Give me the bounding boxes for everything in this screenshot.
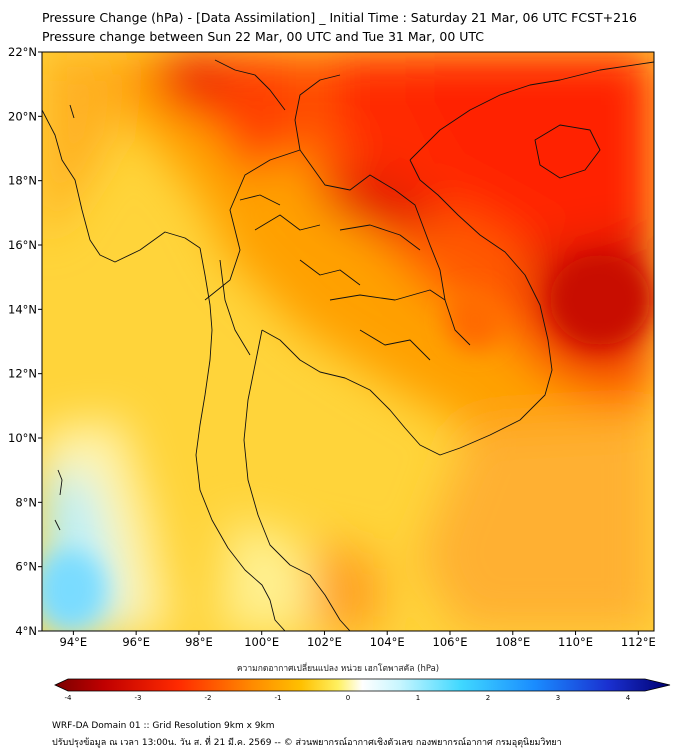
lon-tick-label: 110°E bbox=[558, 635, 593, 649]
longitude-axis: 94°E 96°E 98°E 100°E 102°E 104°E 106°E 108°E 110… bbox=[60, 631, 656, 649]
colorbar-tick-label: -2 bbox=[205, 694, 212, 702]
lon-tick-label: 94°E bbox=[60, 635, 88, 649]
lat-tick-label: 10°N bbox=[8, 431, 37, 445]
map-frame bbox=[41, 51, 655, 632]
colorbar-ramp bbox=[54, 678, 671, 692]
map-title: Pressure Change (hPa) - [Data Assimilati… bbox=[42, 10, 637, 25]
coastlines-borders bbox=[42, 59, 654, 631]
colorbar-tick-label: 0 bbox=[346, 694, 350, 702]
lat-tick-label: 16°N bbox=[8, 238, 37, 252]
colorbar-tick-label: 3 bbox=[556, 694, 560, 702]
lat-tick-label: 22°N bbox=[8, 45, 37, 59]
colorbar-tick-label: -1 bbox=[275, 694, 282, 702]
colorbar-tick-label: 1 bbox=[416, 694, 420, 702]
colorbar-ticks: -4 -3 -2 -1 0 1 2 3 4 bbox=[65, 694, 631, 702]
update-credit: ปรับปรุงข้อมูล ณ เวลา 13:00น. วัน ส. ที่… bbox=[52, 738, 562, 748]
colorbar-tick-label: 4 bbox=[626, 694, 631, 702]
latitude-axis: 22°N 20°N 18°N 16°N 14°N 12°N 10°N 8°N 6°N 4°N bbox=[8, 45, 42, 638]
lon-tick-label: 100°E bbox=[244, 635, 279, 649]
lat-tick-label: 12°N bbox=[8, 367, 37, 381]
lon-tick-label: 96°E bbox=[122, 635, 150, 649]
lat-tick-label: 4°N bbox=[15, 624, 37, 638]
lon-tick-label: 98°E bbox=[185, 635, 213, 649]
map-subtitle: Pressure change between Sun 22 Mar, 00 U… bbox=[42, 29, 485, 44]
lat-tick-label: 8°N bbox=[15, 495, 37, 509]
colorbar: -4 -3 -2 -1 0 1 2 3 4 bbox=[54, 678, 671, 702]
colorbar-tick-label: 2 bbox=[486, 694, 490, 702]
lat-tick-label: 6°N bbox=[15, 560, 37, 574]
pressure-field bbox=[42, 52, 654, 631]
lat-tick-label: 18°N bbox=[8, 174, 37, 188]
lon-tick-label: 102°E bbox=[307, 635, 342, 649]
lon-tick-label: 112°E bbox=[621, 635, 656, 649]
lon-tick-label: 106°E bbox=[433, 635, 468, 649]
colorbar-title: ความกดอากาศเปลี่ยนแปลง หน่วย เฮกโตพาสคัล… bbox=[236, 664, 440, 674]
lon-tick-label: 104°E bbox=[370, 635, 405, 649]
model-info: WRF-DA Domain 01 :: Grid Resolution 9km … bbox=[52, 721, 275, 731]
lat-tick-label: 20°N bbox=[8, 109, 37, 123]
colorbar-tick-label: -3 bbox=[135, 694, 142, 702]
colorbar-tick-label: -4 bbox=[65, 694, 73, 702]
lon-tick-label: 108°E bbox=[495, 635, 530, 649]
lat-tick-label: 14°N bbox=[8, 302, 37, 316]
